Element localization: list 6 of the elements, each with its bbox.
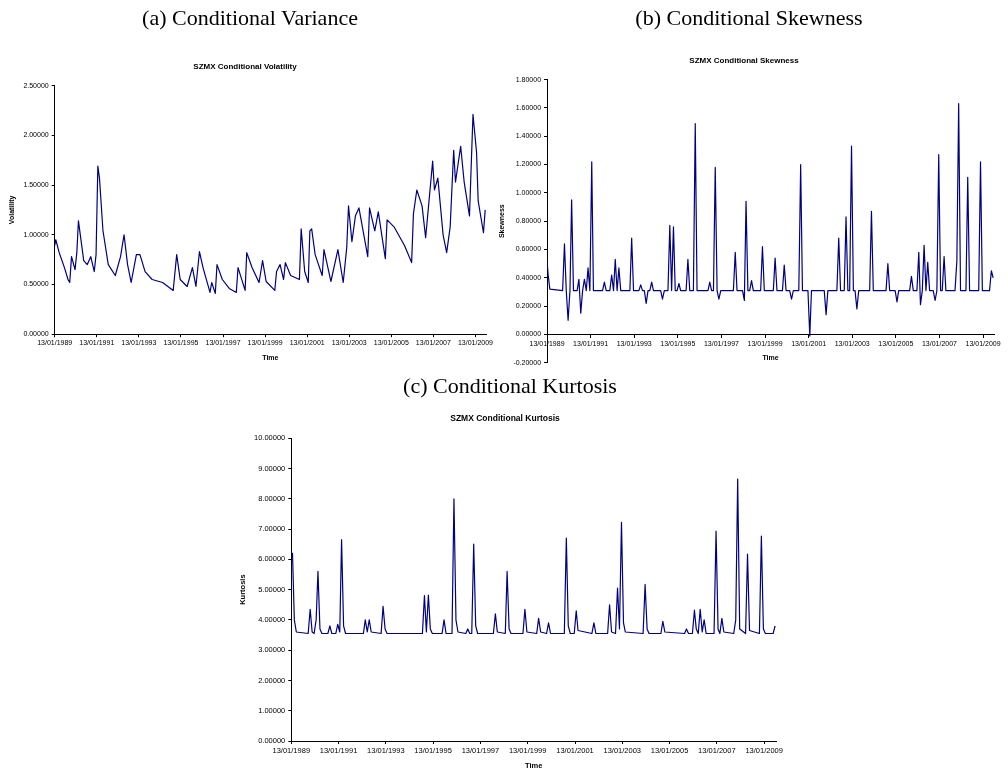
chart-title: SZMX Conditional Skewness bbox=[689, 56, 800, 65]
chart-subtitle: (a) Conditional Variance bbox=[141, 4, 359, 32]
chart-subtitle: (c) Conditional Kurtosis bbox=[402, 372, 618, 400]
chart-subtitle: (b) Conditional Skewness bbox=[634, 4, 864, 32]
chart-title: SZMX Conditional Kurtosis bbox=[450, 413, 561, 424]
chart-title: SZMX Conditional Volatility bbox=[193, 62, 298, 71]
